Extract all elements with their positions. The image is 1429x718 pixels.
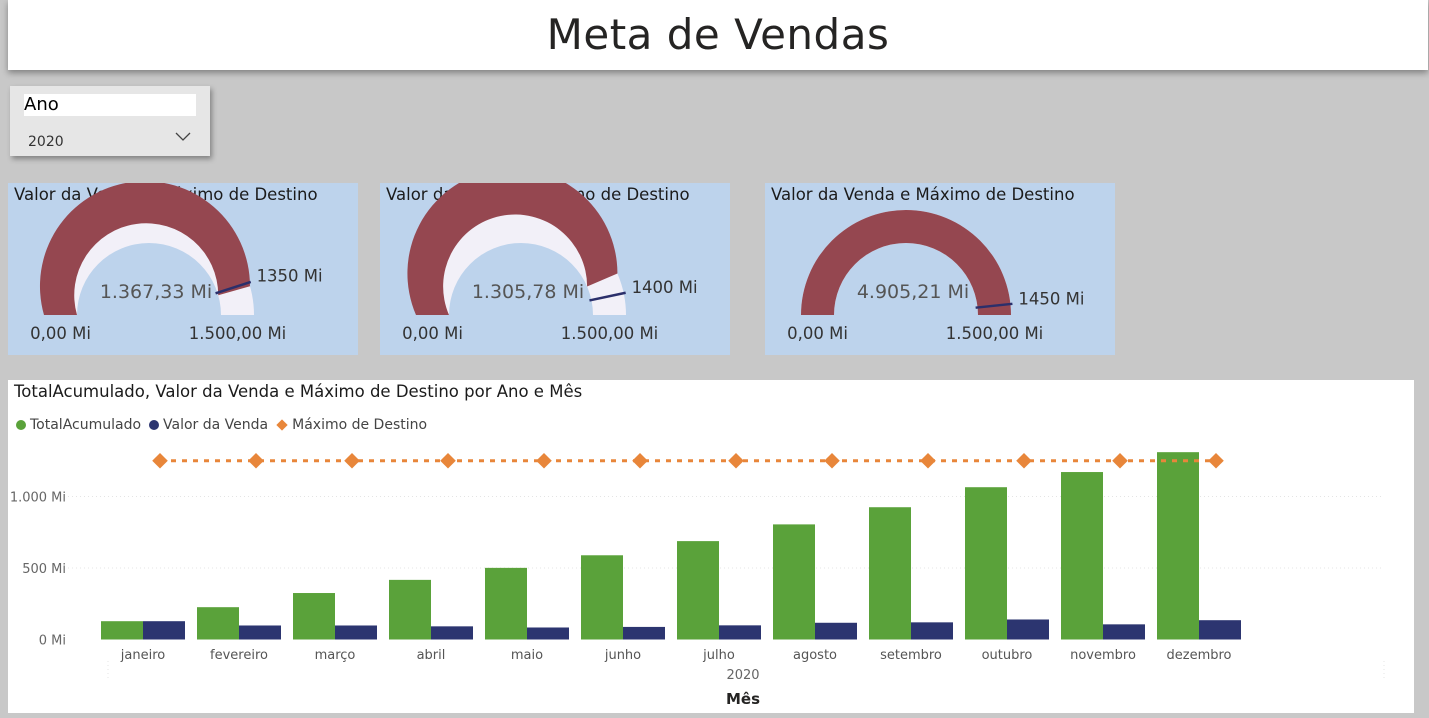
point-maximo-destino xyxy=(1112,452,1128,469)
x-tick-label: abril xyxy=(417,648,446,663)
bar-valor-venda xyxy=(143,621,185,640)
gauge-target-line xyxy=(589,291,626,302)
year-slicer[interactable]: Ano 2020 xyxy=(10,86,210,156)
bar-total-acumulado xyxy=(1061,472,1103,640)
legend-label-total: TotalAcumulado xyxy=(30,417,142,433)
x-tick-label: janeiro xyxy=(120,648,165,663)
slicer-label: Ano xyxy=(24,94,196,116)
page-header: Meta de Vendas xyxy=(8,0,1428,70)
x-tick-label: fevereiro xyxy=(210,648,268,663)
bar-valor-venda xyxy=(431,626,473,640)
bar-valor-venda xyxy=(335,625,377,640)
bar-total-acumulado xyxy=(677,541,719,640)
point-maximo-destino xyxy=(248,452,264,469)
point-maximo-destino xyxy=(440,452,456,469)
legend-item-maximo[interactable]: Máximo de Destino xyxy=(276,417,427,433)
x-group-label: 2020 xyxy=(726,668,759,683)
bar-valor-venda xyxy=(911,622,953,640)
gauge-value-label: 4.905,21 Mi xyxy=(857,281,969,303)
point-maximo-destino xyxy=(1208,452,1224,469)
point-maximo-destino xyxy=(920,452,936,469)
gauge-target-label: 1350 Mi xyxy=(257,267,323,286)
gauge-target-label: 1450 Mi xyxy=(1018,289,1084,308)
bar-total-acumulado xyxy=(389,579,431,640)
gauge-chart: 1.305,78 Mi 1400 Mi 0,00 Mi 1.500,00 Mi xyxy=(402,183,698,343)
point-maximo-destino xyxy=(536,452,552,469)
point-maximo-destino xyxy=(152,452,168,469)
x-tick-label: dezembro xyxy=(1167,648,1232,663)
bar-total-acumulado xyxy=(581,555,623,640)
gauge-title: Valor da Venda e Máximo de Destino xyxy=(771,185,1075,204)
point-maximo-destino xyxy=(344,452,360,469)
legend-item-total[interactable]: TotalAcumulado xyxy=(16,417,141,433)
gauge-max-label: 1.500,00 Mi xyxy=(561,324,659,343)
legend-marker-total xyxy=(16,420,26,430)
x-axis-title: Mês xyxy=(726,690,760,708)
chevron-down-icon[interactable] xyxy=(174,128,192,146)
y-tick-label: 500 Mi xyxy=(22,562,66,577)
x-tick-label: agosto xyxy=(793,648,837,663)
legend-marker-maximo xyxy=(276,419,288,431)
gauge-target-line xyxy=(975,302,1013,309)
gauge-max-label: 1.500,00 Mi xyxy=(946,324,1044,343)
gauge-target-label: 1400 Mi xyxy=(632,278,698,297)
x-tick-label: outubro xyxy=(982,648,1033,663)
gauge-chart: 4.905,21 Mi 1450 Mi 0,00 Mi 1.500,00 Mi xyxy=(787,210,1084,343)
bar-valor-venda xyxy=(239,625,281,640)
bar-total-acumulado xyxy=(101,621,143,640)
bar-total-acumulado xyxy=(485,567,527,640)
legend-item-venda[interactable]: Valor da Venda xyxy=(149,417,268,433)
point-maximo-destino xyxy=(728,452,744,469)
y-tick-label: 1.000 Mi xyxy=(10,491,66,506)
combo-chart: 0 Mi 500 Mi 1.000 Mi janeiro fevereiro março a… xyxy=(10,452,1385,708)
gauge-value-arc xyxy=(801,210,1011,315)
y-tick-label: 0 Mi xyxy=(39,634,66,649)
bar-valor-venda xyxy=(623,626,665,640)
gauge-target-line xyxy=(215,280,252,295)
gauge-value-label: 1.367,33 Mi xyxy=(100,281,212,303)
point-maximo-destino xyxy=(1016,452,1032,469)
bar-valor-venda xyxy=(815,622,857,640)
chart-title: TotalAcumulado, Valor da Venda e Máximo … xyxy=(14,382,583,401)
legend-label-maximo: Máximo de Destino xyxy=(292,417,428,433)
x-tick-label: julho xyxy=(702,648,735,663)
gauge-value-label: 1.305,78 Mi xyxy=(472,281,584,303)
chart-legend: TotalAcumulado Valor da Venda Máximo de … xyxy=(16,417,427,433)
x-tick-label: maio xyxy=(511,648,543,663)
bar-valor-venda xyxy=(719,625,761,640)
x-tick-label: março xyxy=(315,648,356,663)
bar-total-acumulado xyxy=(1157,452,1199,640)
bar-valor-venda xyxy=(1103,624,1145,640)
gauge-min-label: 0,00 Mi xyxy=(787,324,848,343)
x-tick-label: junho xyxy=(604,648,641,663)
bar-total-acumulado xyxy=(869,507,911,640)
slicer-selected-value: 2020 xyxy=(28,134,64,150)
page-title: Meta de Vendas xyxy=(546,10,890,59)
point-maximo-destino xyxy=(824,452,840,469)
gauge-card-2[interactable]: Valor da Venda e Máximo de Destino 1.305… xyxy=(380,183,730,355)
gauge-min-label: 0,00 Mi xyxy=(30,324,91,343)
bar-total-acumulado xyxy=(293,593,335,640)
combo-chart-card[interactable]: 0 Mi 500 Mi 1.000 Mi janeiro fevereiro março a… xyxy=(8,380,1414,713)
gauge-chart: 1.367,33 Mi 1350 Mi 0,00 Mi 1.500,00 Mi xyxy=(30,183,323,343)
bar-valor-venda xyxy=(1007,619,1049,640)
gauge-min-label: 0,00 Mi xyxy=(402,324,463,343)
point-maximo-destino xyxy=(632,452,648,469)
year-dropdown[interactable]: 2020 xyxy=(24,126,196,152)
gauge-card-1[interactable]: Valor da Venda e Máximo de Destino 1.367… xyxy=(8,183,358,355)
legend-label-venda: Valor da Venda xyxy=(163,417,269,433)
gauge-value-arc xyxy=(40,183,250,315)
x-tick-label: setembro xyxy=(880,648,942,663)
gauge-max-label: 1.500,00 Mi xyxy=(189,324,287,343)
gauge-value-arc xyxy=(407,183,618,315)
bar-total-acumulado xyxy=(965,487,1007,640)
bar-valor-venda xyxy=(527,627,569,640)
gauge-card-3[interactable]: Valor da Venda e Máximo de Destino 4.905… xyxy=(765,183,1115,355)
bar-total-acumulado xyxy=(197,607,239,640)
legend-marker-venda xyxy=(149,420,160,430)
bar-valor-venda xyxy=(1199,620,1241,640)
x-tick-label: novembro xyxy=(1070,648,1136,663)
bar-total-acumulado xyxy=(773,524,815,640)
